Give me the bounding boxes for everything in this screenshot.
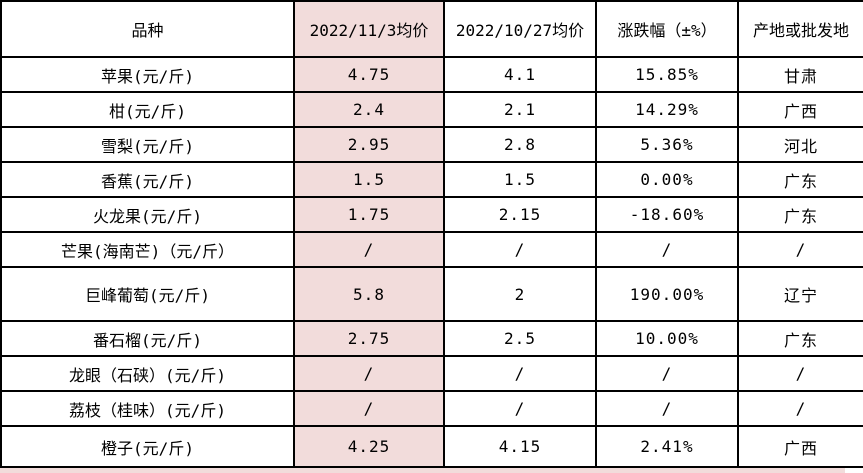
cell-price_new: 2.75 xyxy=(293,320,445,357)
cell-variety: 荔枝（桂味）(元/斤) xyxy=(0,390,295,427)
cell-price_new: 2.95 xyxy=(293,126,445,163)
cell-price_new: / xyxy=(293,231,445,268)
column-header-price_old: 2022/10/27均价 xyxy=(443,0,597,58)
cell-change: / xyxy=(595,231,739,268)
column-header-origin: 产地或批发地 xyxy=(737,0,863,58)
cell-price_old: 4.15 xyxy=(443,425,597,468)
table-row: 芒果(海南芒)（元/斤） / / / / xyxy=(0,231,863,268)
cell-price_new: / xyxy=(293,355,445,392)
cell-change: -18.60% xyxy=(595,196,739,233)
cell-variety: 苹果(元/斤) xyxy=(0,56,295,93)
cell-change: 190.00% xyxy=(595,266,739,322)
cell-origin: 河北 xyxy=(737,126,863,163)
cell-origin: / xyxy=(737,355,863,392)
cell-price_old: 2.8 xyxy=(443,126,597,163)
cell-origin: / xyxy=(737,390,863,427)
table-row: 橙子(元/斤) 4.25 4.15 2.41% 广西 xyxy=(0,425,863,468)
table-row: 番石榴(元/斤) 2.75 2.5 10.00% 广东 xyxy=(0,320,863,357)
partial-next-row-fill xyxy=(0,468,845,473)
cell-price_old: 2 xyxy=(443,266,597,322)
cell-variety: 雪梨(元/斤) xyxy=(0,126,295,163)
partial-next-row xyxy=(0,468,863,473)
cell-price_new: 2.4 xyxy=(293,91,445,128)
header-row: 品种 2022/11/3均价 2022/10/27均价 涨跌幅（±%） 产地或批发地 xyxy=(0,0,863,58)
cell-change: 5.36% xyxy=(595,126,739,163)
cell-price_new: 4.25 xyxy=(293,425,445,468)
cell-variety: 柑(元/斤) xyxy=(0,91,295,128)
cell-price_old: / xyxy=(443,355,597,392)
cell-change: 14.29% xyxy=(595,91,739,128)
table-row: 雪梨(元/斤) 2.95 2.8 5.36% 河北 xyxy=(0,126,863,163)
cell-change: 0.00% xyxy=(595,161,739,198)
cell-price_new: / xyxy=(293,390,445,427)
column-header-variety: 品种 xyxy=(0,0,295,58)
cell-price_old: 4.1 xyxy=(443,56,597,93)
cell-price_old: 2.5 xyxy=(443,320,597,357)
cell-variety: 芒果(海南芒)（元/斤） xyxy=(0,231,295,268)
cell-variety: 巨峰葡萄(元/斤) xyxy=(0,266,295,322)
cell-price_new: 1.75 xyxy=(293,196,445,233)
table-row: 龙眼（石硖）(元/斤) / / / / xyxy=(0,355,863,392)
cell-change: / xyxy=(595,390,739,427)
cell-price_new: 4.75 xyxy=(293,56,445,93)
cell-change: 15.85% xyxy=(595,56,739,93)
table-row: 柑(元/斤) 2.4 2.1 14.29% 广西 xyxy=(0,91,863,128)
table-body: 苹果(元/斤) 4.75 4.1 15.85% 甘肃 柑(元/斤) 2.4 2.1 14.29%… xyxy=(0,56,863,468)
cell-price_new: 1.5 xyxy=(293,161,445,198)
cell-change: 10.00% xyxy=(595,320,739,357)
cell-change: 2.41% xyxy=(595,425,739,468)
cell-origin: 广东 xyxy=(737,196,863,233)
cell-origin: 广西 xyxy=(737,91,863,128)
cell-origin: / xyxy=(737,231,863,268)
table-row: 苹果(元/斤) 4.75 4.1 15.85% 甘肃 xyxy=(0,56,863,93)
cell-origin: 广东 xyxy=(737,320,863,357)
cell-price_old: 2.1 xyxy=(443,91,597,128)
cell-price_new: 5.8 xyxy=(293,266,445,322)
cell-variety: 橙子(元/斤) xyxy=(0,425,295,468)
column-header-price_new: 2022/11/3均价 xyxy=(293,0,445,58)
table-row: 香蕉(元/斤) 1.5 1.5 0.00% 广东 xyxy=(0,161,863,198)
cell-variety: 香蕉(元/斤) xyxy=(0,161,295,198)
cell-change: / xyxy=(595,355,739,392)
cell-origin: 甘肃 xyxy=(737,56,863,93)
table-row: 火龙果(元/斤) 1.75 2.15 -18.60% 广东 xyxy=(0,196,863,233)
cell-variety: 龙眼（石硖）(元/斤) xyxy=(0,355,295,392)
cell-origin: 广东 xyxy=(737,161,863,198)
cell-price_old: 2.15 xyxy=(443,196,597,233)
cell-variety: 火龙果(元/斤) xyxy=(0,196,295,233)
cell-origin: 辽宁 xyxy=(737,266,863,322)
cell-origin: 广西 xyxy=(737,425,863,468)
cell-price_old: 1.5 xyxy=(443,161,597,198)
cell-price_old: / xyxy=(443,231,597,268)
table-row: 荔枝（桂味）(元/斤) / / / / xyxy=(0,390,863,427)
cell-price_old: / xyxy=(443,390,597,427)
cell-variety: 番石榴(元/斤) xyxy=(0,320,295,357)
column-header-change: 涨跌幅（±%） xyxy=(595,0,739,58)
table-row: 巨峰葡萄(元/斤) 5.8 2 190.00% 辽宁 xyxy=(0,266,863,322)
